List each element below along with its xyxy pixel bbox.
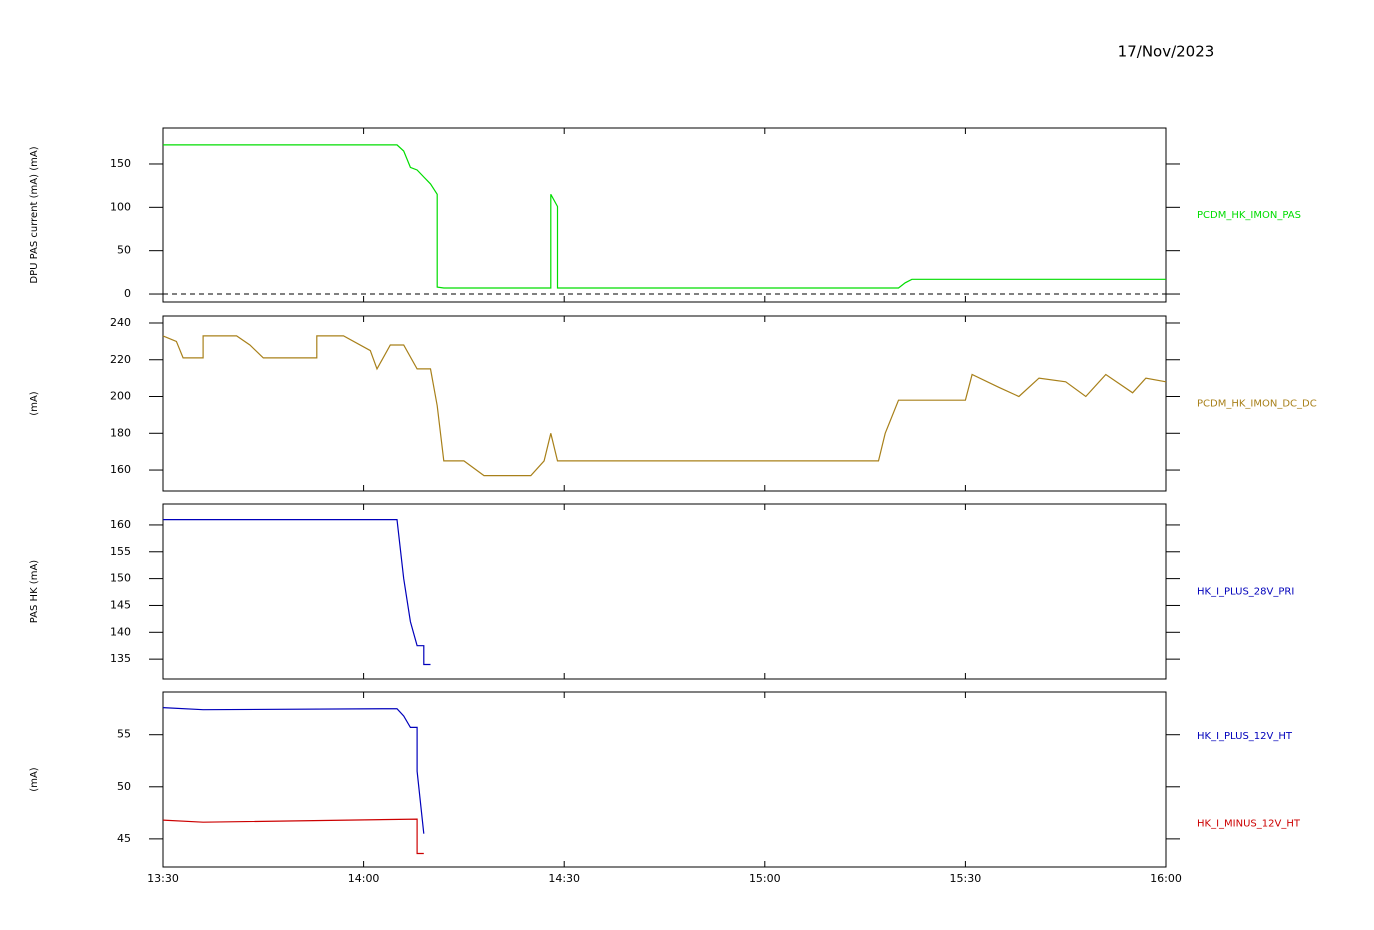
y-tick-label: 180 bbox=[110, 426, 131, 439]
plot-frame bbox=[162, 127, 1167, 303]
y-tick-label: 45 bbox=[117, 832, 131, 845]
legend-label: HK_I_MINUS_12V_HT bbox=[1197, 818, 1301, 829]
y-axis-label: DPU PAS current (mA) (mA) bbox=[29, 146, 40, 283]
series-line bbox=[162, 707, 425, 834]
y-tick-label: 160 bbox=[110, 463, 131, 476]
plot-frame bbox=[162, 503, 1167, 680]
y-tick-label: 160 bbox=[110, 518, 131, 531]
x-tick-label: 14:00 bbox=[348, 872, 380, 885]
y-tick-label: 220 bbox=[110, 353, 131, 366]
y-tick-label: 50 bbox=[117, 780, 131, 793]
y-tick-label: 150 bbox=[110, 157, 131, 170]
series-line bbox=[163, 519, 431, 666]
y-axis-label: (mA) bbox=[29, 767, 40, 791]
y-tick-label: 200 bbox=[110, 390, 131, 403]
y-tick-label: 240 bbox=[110, 316, 131, 329]
series-line bbox=[162, 818, 424, 855]
plot-frame bbox=[162, 691, 1167, 868]
y-axis-label: (mA) bbox=[29, 391, 40, 415]
y-tick-label: 145 bbox=[110, 598, 131, 611]
date: 17/Nov/2023 bbox=[1118, 43, 1215, 61]
y-tick-label: 55 bbox=[117, 728, 131, 741]
plot-frame bbox=[162, 315, 1167, 492]
y-axis-label: PAS HK (mA) bbox=[29, 560, 40, 623]
x-tick-label: 14:30 bbox=[548, 872, 580, 885]
y-tick-label: 135 bbox=[110, 652, 131, 665]
x-tick-label: 16:00 bbox=[1150, 872, 1182, 885]
x-tick-label: 13:30 bbox=[147, 872, 179, 885]
series-line bbox=[163, 144, 1166, 289]
legend-label: HK_I_PLUS_28V_PRI bbox=[1197, 587, 1294, 598]
y-tick-label: 50 bbox=[117, 244, 131, 257]
x-tick-label: 15:00 bbox=[749, 872, 781, 885]
legend-label: HK_I_PLUS_12V_HT bbox=[1197, 731, 1293, 742]
y-tick-label: 100 bbox=[110, 200, 131, 213]
y-tick-label: 155 bbox=[110, 545, 131, 558]
y-tick-label: 140 bbox=[110, 625, 131, 638]
y-tick-label: 0 bbox=[124, 287, 131, 300]
series-line bbox=[162, 335, 1167, 477]
x-tick-label: 15:30 bbox=[950, 872, 982, 885]
legend-label: PCDM_HK_IMON_DC_DC bbox=[1197, 399, 1317, 410]
legend-label: PCDM_HK_IMON_PAS bbox=[1197, 210, 1301, 221]
y-tick-label: 150 bbox=[110, 572, 131, 585]
